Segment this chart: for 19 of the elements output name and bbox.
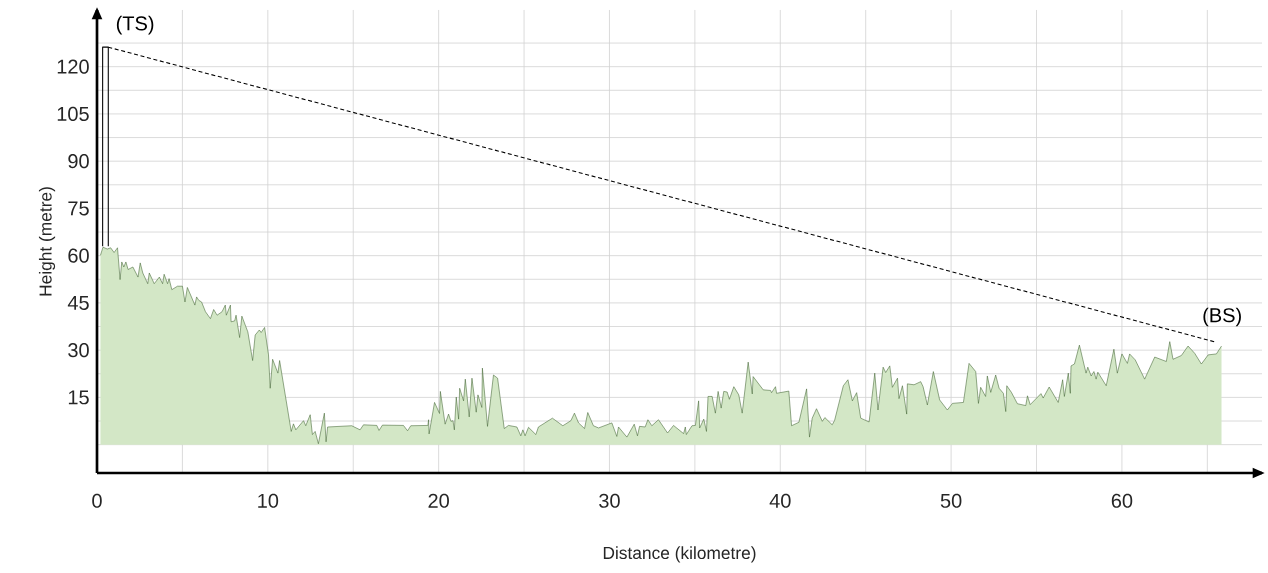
x-tick-label: 30 [599, 493, 620, 508]
y-tick-label: 75 [68, 201, 89, 216]
y-tick-label: 105 [57, 106, 89, 121]
x-axis-title: Distance (kilometre) [603, 546, 756, 563]
y-tick-label: 45 [67, 295, 89, 310]
y-tick-label: 30 [68, 343, 89, 358]
x-tick-label: 40 [769, 493, 791, 508]
y-tick-label: 90 [68, 154, 89, 169]
x-tick-label: 50 [940, 493, 962, 508]
y-axis-title: Height (metre) [38, 187, 56, 296]
y-tick-label: 120 [57, 59, 89, 74]
x-tick-label: 20 [428, 493, 449, 508]
y-tick-label: 15 [68, 390, 89, 405]
x-tick-label: 0 [92, 493, 102, 508]
x-tick-label: 60 [1111, 493, 1133, 508]
annotation: (TS) [116, 15, 154, 35]
x-tick-label: 10 [258, 493, 279, 508]
y-tick-label: 60 [68, 248, 89, 263]
annotation: (BS) [1203, 307, 1241, 327]
